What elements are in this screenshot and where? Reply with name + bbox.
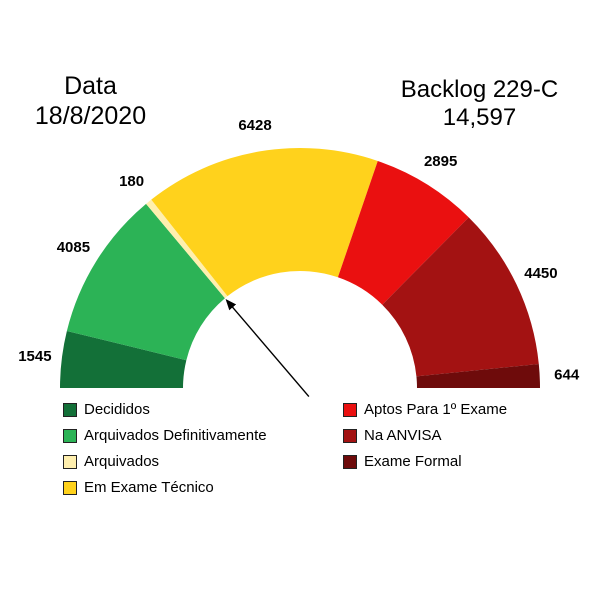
legend-swatch-0 <box>63 402 77 417</box>
segment-value-label-2: 180 <box>119 173 144 190</box>
legend-swatch-1 <box>63 428 77 443</box>
gauge-value-labels: 1545 4085 180 6428 2895 4450 644 <box>18 117 580 384</box>
date-value: 18/8/2020 <box>34 101 147 130</box>
legend-column-left: Decididos Arquivados Definitivamente Arqui… <box>63 401 267 505</box>
legend-swatch-5 <box>343 428 357 443</box>
segment-value-label-4: 2895 <box>424 153 457 170</box>
backlog-label: Backlog 229-C <box>400 76 559 103</box>
gauge-segment-0 <box>60 330 187 388</box>
date-label: Data <box>64 72 117 100</box>
legend-item-6: Exame Formal <box>343 453 507 470</box>
gauge-segment-6 <box>416 364 540 388</box>
gauge-segment-5 <box>382 217 539 377</box>
segment-value-label-0: 1545 <box>18 348 51 365</box>
backlog-value: 14,597 <box>442 103 517 131</box>
legend-label-6: Exame Formal <box>364 453 462 470</box>
gauge-segment-1 <box>66 203 225 361</box>
gauge-segments <box>60 147 540 388</box>
gauge-segment-4 <box>337 160 469 305</box>
gauge-segment-3 <box>151 147 378 297</box>
segment-value-label-3: 6428 <box>238 117 271 134</box>
legend-label-3: Em Exame Técnico <box>84 479 214 496</box>
legend-item-0: Decididos <box>63 401 267 418</box>
legend-label-5: Na ANVISA <box>364 427 442 444</box>
backlog-title-block: Backlog 229-C 14,597 <box>372 76 587 132</box>
legend-item-4: Aptos Para 1º Exame <box>343 401 507 418</box>
legend-label-1: Arquivados Definitivamente <box>84 427 267 444</box>
segment-value-label-6: 644 <box>554 367 580 384</box>
legend-item-2: Arquivados <box>63 453 267 470</box>
legend-column-right: Aptos Para 1º Exame Na ANVISA Exame Formal <box>343 401 507 479</box>
legend-item-3: Em Exame Técnico <box>63 479 267 496</box>
legend-item-5: Na ANVISA <box>343 427 507 444</box>
annotation-arrow <box>225 299 310 397</box>
segment-value-label-5: 4450 <box>524 265 557 282</box>
legend-swatch-3 <box>63 480 77 495</box>
legend-label-2: Arquivados <box>84 453 160 470</box>
gauge-segment-2 <box>146 199 228 299</box>
date-title-block: Data 18/8/2020 <box>8 72 173 131</box>
segment-value-label-1: 4085 <box>57 239 90 256</box>
legend-label-0: Decididos <box>84 401 150 418</box>
legend-swatch-4 <box>343 402 357 417</box>
legend-label-4: Aptos Para 1º Exame <box>364 401 508 418</box>
legend-item-1: Arquivados Definitivamente <box>63 427 267 444</box>
legend-swatch-2 <box>63 454 77 469</box>
legend-swatch-6 <box>343 454 357 469</box>
